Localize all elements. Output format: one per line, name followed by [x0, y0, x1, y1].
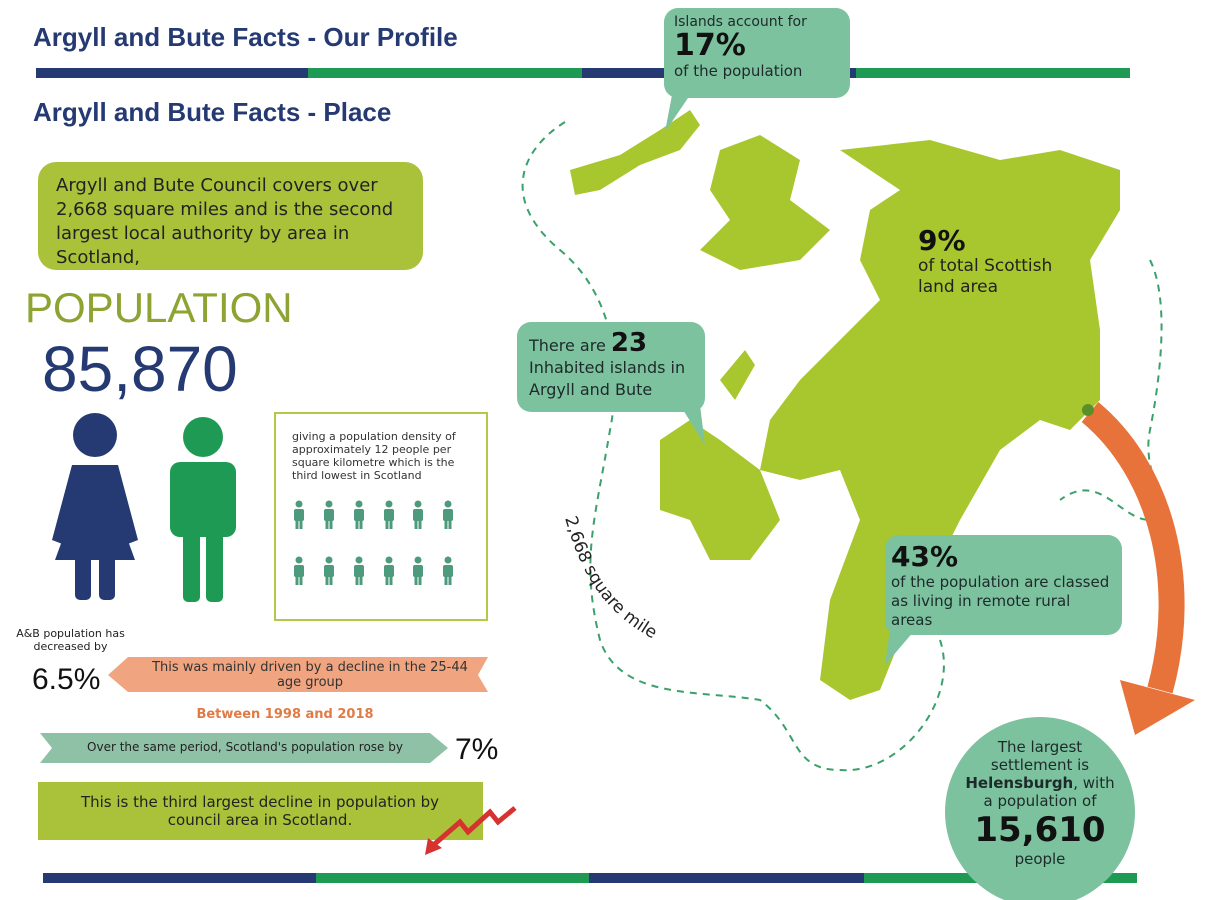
settlement-circle — [945, 717, 1135, 900]
islands-count-lead: There are — [529, 336, 606, 355]
bar-segment — [856, 68, 1130, 78]
land-share-value: 9% — [918, 224, 966, 257]
intro-box: Argyll and Bute Council covers over 2,66… — [38, 162, 423, 270]
land-share: 9% of total Scottish land area — [918, 226, 1078, 298]
settlement-text: The largest settlement is Helensburgh, w… — [960, 738, 1120, 868]
islands-share-callout: Islands account for 17% of the populatio… — [664, 8, 850, 98]
scotland-banner — [40, 733, 448, 763]
helensburgh-dot — [1082, 404, 1094, 416]
decline-arrow — [428, 806, 517, 850]
area-outline — [521, 121, 945, 772]
bar-segment — [43, 873, 316, 883]
decline-lead: A&B population has decreased by — [16, 627, 125, 653]
density-text: giving a population density of approxima… — [292, 430, 456, 482]
density-box — [274, 412, 488, 621]
settlement-value: 15,610 — [974, 810, 1106, 850]
bar-segment — [589, 873, 864, 883]
remote-tail: of the population are classed as living … — [891, 573, 1110, 629]
islands-share-lead: Islands account for — [674, 14, 807, 30]
settlement-lead: The largest settlement is — [990, 738, 1090, 774]
islands-count-callout: There are 23 Inhabited islands in Argyll… — [517, 322, 705, 412]
scotland-value: 7% — [455, 733, 499, 766]
settlement-tail: people — [1014, 850, 1066, 868]
man-icon — [170, 417, 236, 602]
period: Between 1998 and 2018 — [196, 707, 374, 722]
islands-share-value: 17% — [674, 28, 746, 63]
settlement-arrow-head — [1120, 680, 1195, 735]
bar-segment — [316, 873, 589, 883]
settlement-arrow — [1081, 401, 1185, 694]
settlement-name: Helensburgh — [965, 774, 1074, 792]
section-title: Argyll and Bute Facts - Place — [33, 97, 392, 127]
driver-banner — [108, 657, 488, 692]
page-title: Argyll and Bute Facts - Our Profile — [33, 22, 458, 52]
rank-text: This is the third largest decline in pop… — [80, 793, 440, 829]
woman-icon — [52, 413, 138, 600]
decline-arrow-head — [425, 838, 442, 855]
remote-value: 43% — [891, 540, 959, 573]
map — [570, 110, 1120, 700]
bar-segment — [308, 68, 582, 78]
bar-segment — [36, 68, 308, 78]
people-grid — [294, 500, 453, 585]
callout-tail — [665, 95, 690, 132]
islands-count-tail: Inhabited islands in Argyll and Bute — [529, 358, 686, 399]
islands-share-tail: of the population — [674, 62, 803, 80]
population-value: 85,870 — [42, 333, 238, 405]
land-share-tail: of total Scottish land area — [918, 256, 1053, 297]
rank-box — [38, 782, 483, 840]
remote-callout: 43% of the population are classed as liv… — [885, 535, 1122, 635]
settlement-mid: , with a population of — [983, 774, 1115, 810]
callout-tail — [680, 405, 705, 445]
callout-tail — [885, 630, 915, 665]
scotland-text: Over the same period, Scotland's populat… — [87, 740, 403, 754]
islands-count-value: 23 — [610, 328, 648, 358]
decline-driver: This was mainly driven by a decline in t… — [152, 660, 468, 690]
population-label: POPULATION — [25, 284, 293, 331]
decline-value: 6.5% — [32, 663, 101, 696]
